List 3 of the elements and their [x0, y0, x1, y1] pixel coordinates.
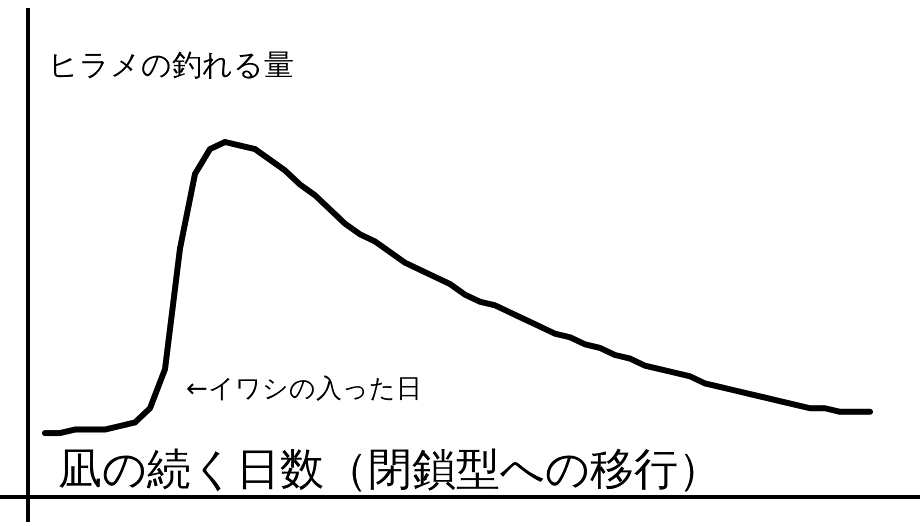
annotation: ←イワシの入った日 — [186, 374, 422, 404]
xlabel: 凪の続く日数（閉鎖型への移行） — [58, 444, 722, 495]
ylabel: ヒラメの釣れる量 — [48, 48, 294, 83]
